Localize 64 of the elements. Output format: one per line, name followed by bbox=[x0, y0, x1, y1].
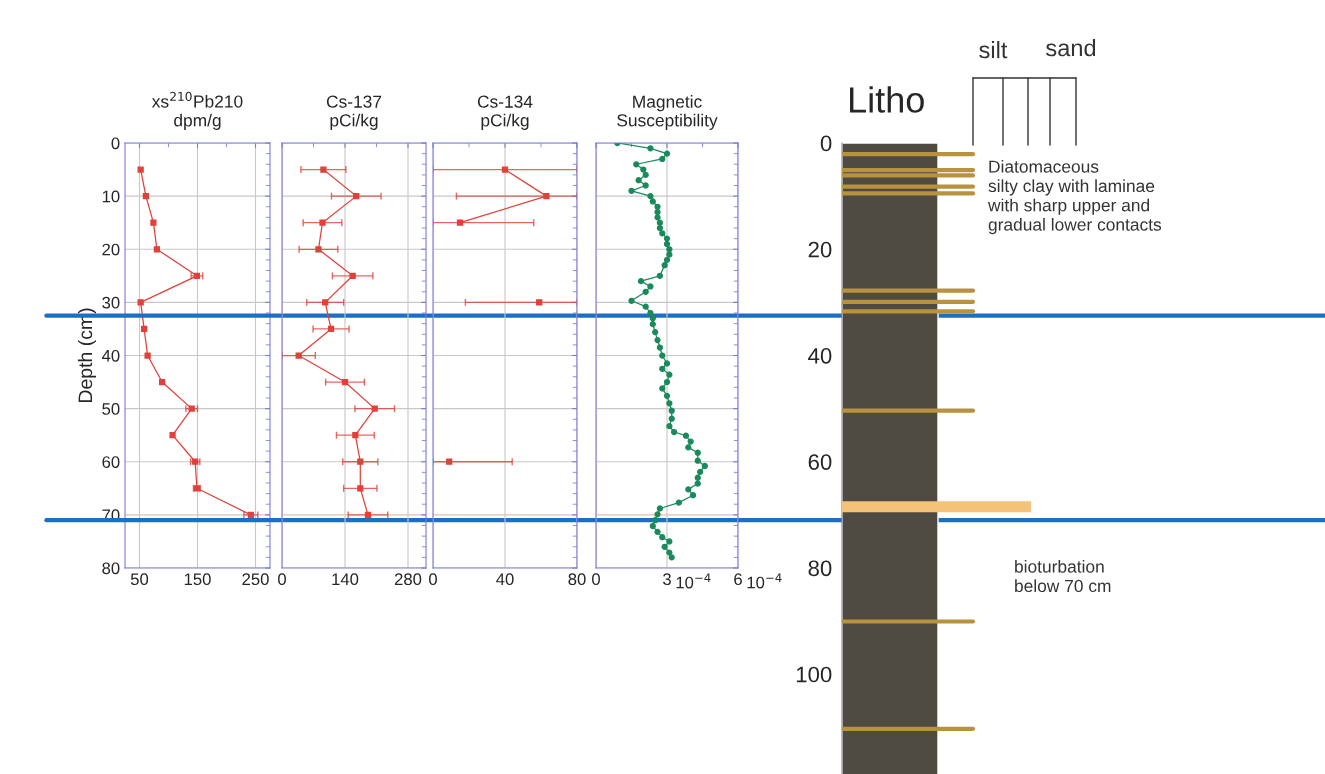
point bbox=[501, 166, 509, 173]
point bbox=[349, 272, 356, 279]
y-tick-label: 100 bbox=[796, 666, 832, 683]
x-tick-label: 280 bbox=[394, 573, 422, 586]
point bbox=[357, 458, 364, 465]
point bbox=[320, 166, 327, 173]
point bbox=[144, 352, 151, 359]
text: bioturbation below 70 cm bbox=[1015, 560, 1111, 593]
point bbox=[319, 219, 326, 226]
x-tick-label: 50 bbox=[130, 573, 149, 586]
point bbox=[142, 192, 150, 200]
y-tick-label: 40 bbox=[808, 347, 832, 364]
point bbox=[137, 299, 144, 306]
y-tick-label: 80 bbox=[102, 562, 120, 575]
x-tick-label: 6 bbox=[734, 573, 742, 586]
y-tick-label: 40 bbox=[101, 349, 120, 362]
point bbox=[141, 325, 148, 333]
point bbox=[188, 405, 195, 412]
x-tick-label: 0 bbox=[429, 573, 437, 586]
point bbox=[158, 378, 166, 386]
point bbox=[315, 246, 322, 253]
point bbox=[341, 378, 349, 386]
point bbox=[353, 192, 360, 200]
point bbox=[153, 246, 161, 253]
point bbox=[456, 219, 464, 226]
y-tick-label: 50 bbox=[102, 403, 120, 415]
chart-title: Litho bbox=[850, 86, 924, 113]
point bbox=[352, 432, 359, 439]
y-tick-label: 0 bbox=[111, 137, 120, 150]
text: 10$^{−4}$ bbox=[747, 573, 782, 589]
x-tick-label: 250 bbox=[242, 573, 269, 586]
chart-title: Cs-137 pCi/kg bbox=[326, 95, 382, 130]
chart-title: Magnetic Susceptibility bbox=[617, 95, 718, 130]
point bbox=[364, 511, 372, 519]
y-tick-label: 60 bbox=[102, 456, 120, 468]
x-tick-label: 3 bbox=[663, 573, 671, 586]
text: sand bbox=[1046, 39, 1096, 57]
point bbox=[150, 219, 157, 226]
y-tick-label: 20 bbox=[808, 241, 832, 258]
y-tick-label: 60 bbox=[808, 454, 832, 470]
point bbox=[169, 432, 176, 439]
chart-title: Cs-134 pCi/kg bbox=[477, 95, 533, 130]
text: silt bbox=[979, 41, 1008, 59]
point bbox=[137, 166, 144, 173]
text: Diatomaceous silty clay with laminae with sharp upper and gradual lower contacts bbox=[987, 160, 1162, 235]
x-tick-label: 0 bbox=[278, 573, 286, 586]
y-tick-label: 0 bbox=[820, 135, 832, 152]
point bbox=[327, 325, 335, 333]
point bbox=[247, 511, 254, 519]
point bbox=[295, 352, 302, 359]
x-tick-label: 0 bbox=[592, 573, 600, 586]
text: 10$^{−4}$ bbox=[676, 573, 711, 589]
point bbox=[543, 192, 550, 200]
point bbox=[322, 299, 329, 306]
chart-title: xs$^{210}$Pb210 dpm/g bbox=[151, 91, 243, 130]
x-tick-label: 140 bbox=[332, 573, 359, 586]
point bbox=[357, 485, 364, 492]
y-tick-label: 30 bbox=[102, 296, 120, 309]
x-tick-label: 40 bbox=[496, 573, 514, 586]
x-tick-label: 80 bbox=[568, 573, 586, 586]
point bbox=[371, 405, 378, 412]
x-tick-label: 150 bbox=[184, 573, 211, 586]
y-tick-label: 20 bbox=[102, 243, 120, 256]
y-tick-label: 10 bbox=[102, 190, 120, 203]
